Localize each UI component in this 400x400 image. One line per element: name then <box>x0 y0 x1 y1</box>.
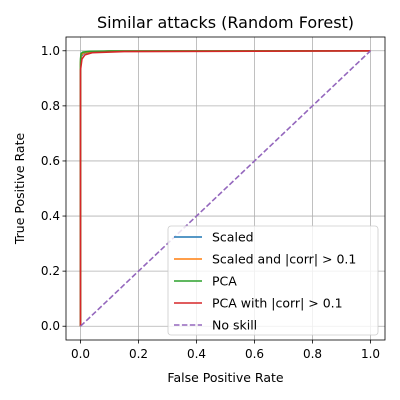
legend-label: Scaled <box>212 230 254 245</box>
series-line-no-skill <box>79 50 372 327</box>
x-tick-label: 0.0 <box>71 347 90 361</box>
x-tick-label: 0.2 <box>129 347 148 361</box>
y-tick-label: 0.2 <box>41 264 60 278</box>
x-axis-label: False Positive Rate <box>167 370 283 385</box>
legend-label: PCA <box>212 274 237 289</box>
x-axis-ticks: 0.0 0.2 0.4 0.6 0.8 1.0 <box>71 340 380 361</box>
y-axis-label: True Positive Rate <box>12 133 27 246</box>
chart-title: Similar attacks (Random Forest) <box>97 13 354 32</box>
y-tick-label: 0.4 <box>41 209 60 223</box>
x-tick-label: 1.0 <box>361 347 380 361</box>
plot-frame <box>65 36 386 341</box>
y-axis-ticks: 0.0 0.2 0.4 0.6 0.8 1.0 <box>41 44 66 333</box>
y-tick-label: 0.8 <box>41 99 60 113</box>
y-tick-label: 0.6 <box>41 154 60 168</box>
x-tick-label: 0.6 <box>245 347 264 361</box>
series-line-pca-with-corr-0-1 <box>79 49 371 327</box>
y-tick-label: 0.0 <box>41 319 60 333</box>
legend-label: No skill <box>212 318 257 333</box>
legend: Scaled Scaled and |corr| > 0.1 PCA PCA with… <box>167 225 379 336</box>
series-line-pca <box>79 49 371 327</box>
legend-label: Scaled and |corr| > 0.1 <box>212 252 356 267</box>
y-tick-label: 1.0 <box>41 44 60 58</box>
legend-label: PCA with |corr| > 0.1 <box>212 296 343 311</box>
series-layer <box>79 49 372 327</box>
legend-box <box>167 225 379 336</box>
x-tick-label: 0.8 <box>303 347 322 361</box>
x-tick-label: 0.4 <box>187 347 206 361</box>
